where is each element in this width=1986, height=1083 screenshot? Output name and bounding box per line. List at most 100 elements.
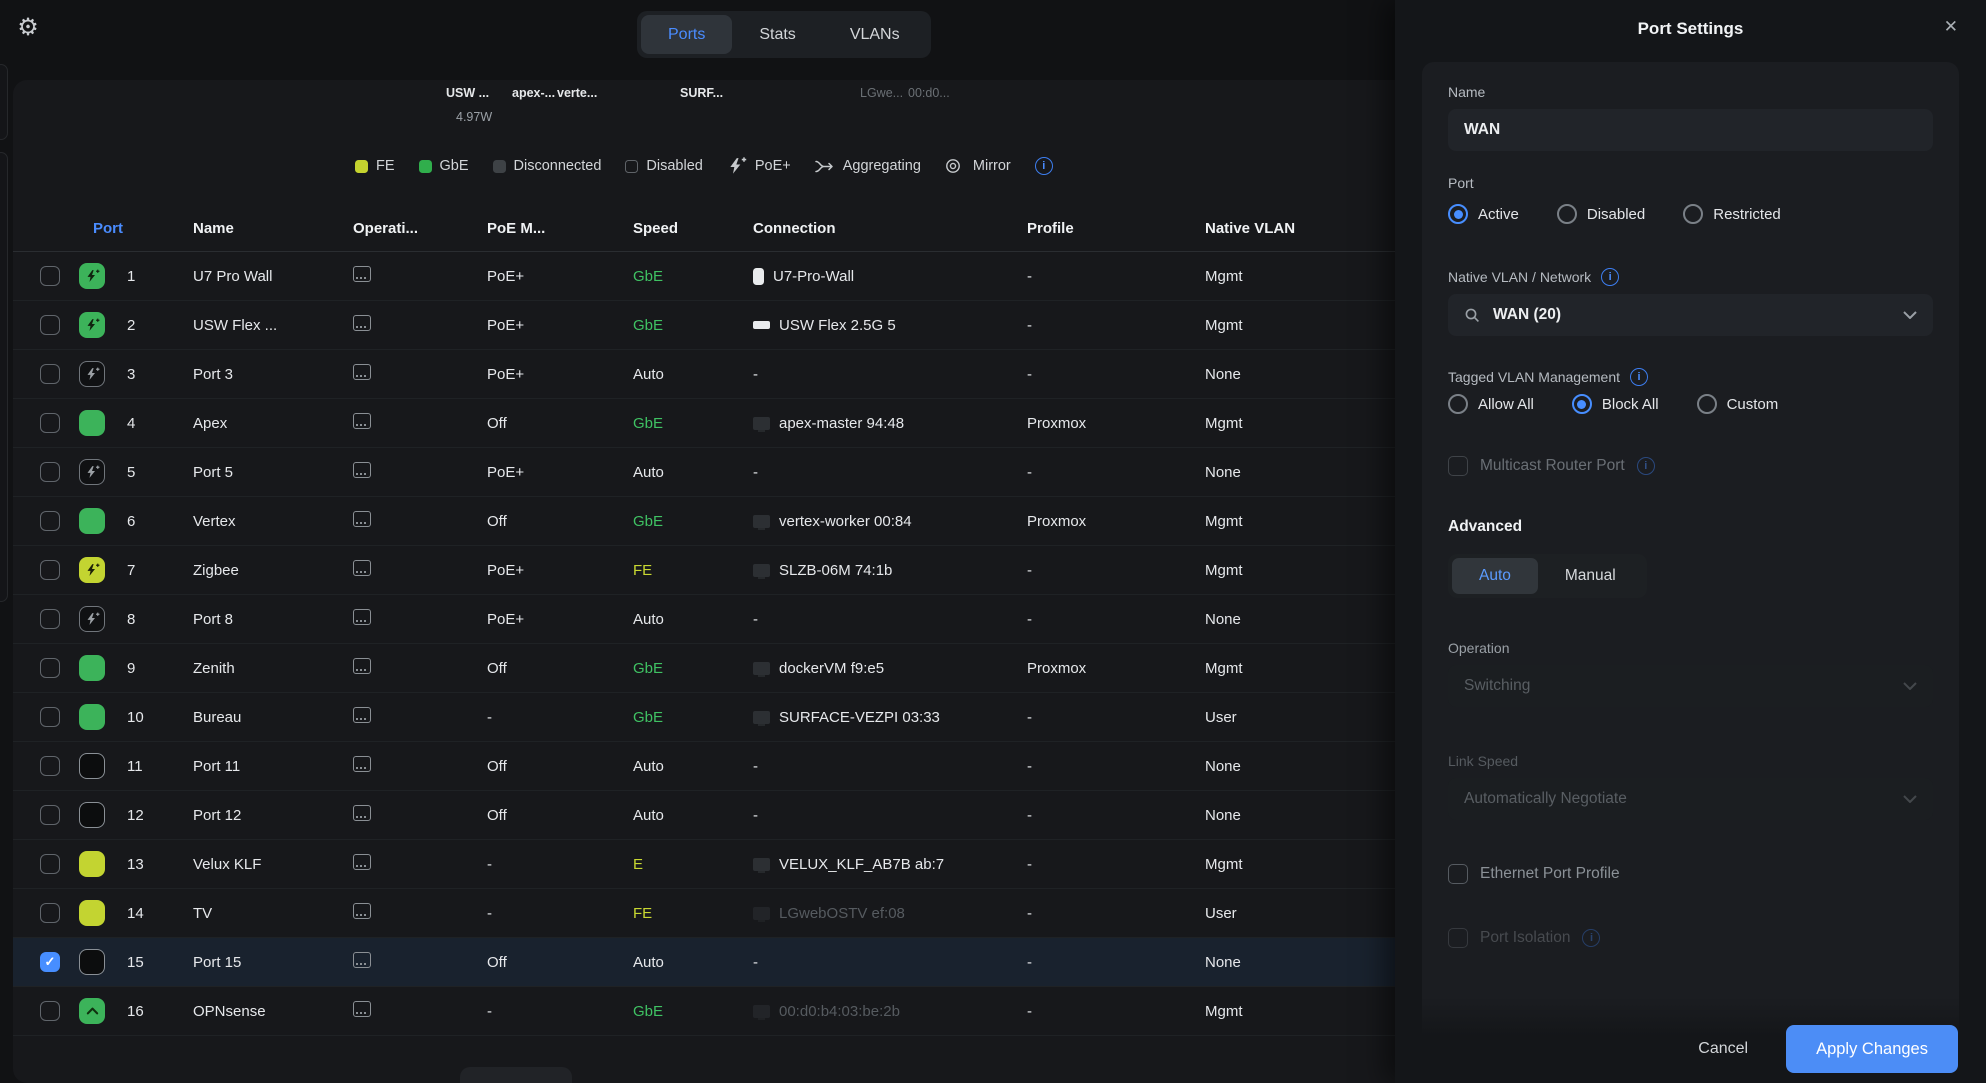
native-vlan: Mgmt bbox=[1205, 561, 1243, 579]
port-status-icon bbox=[79, 949, 105, 975]
table-row[interactable]: 12 Port 12 Off Auto - - None bbox=[13, 791, 1410, 840]
column-header-native-vlan[interactable]: Native VLAN bbox=[1205, 220, 1296, 237]
switch-device-icon bbox=[353, 364, 371, 380]
tab-vlans[interactable]: VLANs bbox=[849, 25, 900, 43]
speed: GbE bbox=[633, 659, 664, 677]
table-row[interactable]: 7 Zigbee PoE+ FE SLZB-06M 74:1b - Mgmt bbox=[13, 546, 1410, 595]
row-checkbox[interactable] bbox=[40, 315, 60, 335]
info-icon[interactable]: i bbox=[1034, 157, 1053, 175]
port-status-icon bbox=[79, 557, 105, 583]
row-checkbox[interactable] bbox=[40, 266, 60, 286]
column-header-poe-m-[interactable]: PoE M... bbox=[487, 220, 546, 237]
radio-tagged-custom[interactable]: Custom bbox=[1696, 394, 1778, 414]
column-header-operati-[interactable]: Operati... bbox=[353, 220, 419, 237]
multicast-router-checkbox[interactable] bbox=[1448, 456, 1468, 476]
port-name: Port 12 bbox=[193, 806, 242, 824]
column-header-connection[interactable]: Connection bbox=[753, 220, 836, 237]
table-row[interactable]: 2 USW Flex ... PoE+ GbE USW Flex 2.5G 5 - Mgmt bbox=[13, 301, 1410, 350]
row-checkbox[interactable] bbox=[40, 658, 60, 678]
tab-ports[interactable]: Ports bbox=[641, 15, 733, 54]
port-number: 15 bbox=[127, 953, 144, 971]
table-row[interactable]: 5 Port 5 PoE+ Auto - - None bbox=[13, 448, 1410, 497]
multicast-router-label: Multicast Router Port bbox=[1480, 457, 1625, 474]
radio-circle bbox=[1683, 204, 1704, 224]
table-row[interactable]: 11 Port 11 Off Auto - - None bbox=[13, 742, 1410, 791]
link-speed-label: Link Speed bbox=[1448, 753, 1519, 769]
apply-changes-button[interactable]: Apply Changes bbox=[1786, 1025, 1958, 1073]
table-row[interactable]: 3 Port 3 PoE+ Auto - - None bbox=[13, 350, 1410, 399]
connection-name: LGwebOSTV ef:08 bbox=[779, 904, 905, 922]
speed: FE bbox=[633, 904, 653, 922]
row-checkbox[interactable] bbox=[40, 413, 60, 433]
info-icon[interactable]: i bbox=[1582, 929, 1601, 947]
table-row[interactable]: 14 TV - FE LGwebOSTV ef:08 - User bbox=[13, 889, 1410, 938]
column-header-speed[interactable]: Speed bbox=[633, 220, 679, 237]
radio-port-disabled[interactable]: Disabled bbox=[1556, 204, 1645, 224]
table-row[interactable]: 10 Bureau - GbE SURFACE-VEZPI 03:33 - User bbox=[13, 693, 1410, 742]
port-isolation-checkbox[interactable] bbox=[1448, 928, 1468, 948]
chevron-down-icon bbox=[1903, 311, 1917, 319]
port-state-label: Port bbox=[1448, 175, 1474, 191]
legend-item-fe: FE bbox=[355, 158, 395, 174]
poe-mode: Off bbox=[487, 512, 507, 530]
native-vlan: None bbox=[1205, 365, 1241, 383]
tab-stats[interactable]: Stats bbox=[759, 25, 796, 43]
row-checkbox[interactable] bbox=[40, 903, 60, 923]
column-header-port[interactable]: Port bbox=[93, 220, 123, 237]
name-input[interactable] bbox=[1448, 109, 1933, 151]
radio-port-active[interactable]: Active bbox=[1448, 204, 1519, 224]
row-checkbox[interactable] bbox=[40, 511, 60, 531]
speed: GbE bbox=[633, 267, 664, 285]
row-checkbox[interactable] bbox=[40, 1001, 60, 1021]
row-checkbox[interactable] bbox=[40, 364, 60, 384]
row-checkbox[interactable] bbox=[40, 854, 60, 874]
radio-tagged-block-all[interactable]: Block All bbox=[1571, 394, 1659, 414]
pagination-button[interactable] bbox=[460, 1067, 572, 1083]
switch-device-icon bbox=[353, 756, 371, 772]
table-row[interactable]: 1 U7 Pro Wall PoE+ GbE U7-Pro-Wall - Mgmt bbox=[13, 252, 1410, 301]
speed: Auto bbox=[633, 463, 664, 481]
port-status-icon bbox=[79, 606, 105, 632]
row-checkbox[interactable] bbox=[40, 609, 60, 629]
switch-device-icon bbox=[353, 609, 371, 625]
row-checkbox[interactable] bbox=[40, 707, 60, 727]
table-row[interactable]: 4 Apex Off GbE apex-master 94:48 Proxmox Mgmt bbox=[13, 399, 1410, 448]
row-checkbox[interactable] bbox=[40, 462, 60, 482]
info-icon[interactable]: i bbox=[1636, 457, 1655, 475]
info-icon[interactable]: i bbox=[1601, 268, 1620, 286]
table-row[interactable]: 13 Velux KLF - E VELUX_KLF_AB7B ab:7 - Mgmt bbox=[13, 840, 1410, 889]
fe-swatch bbox=[355, 159, 368, 173]
column-header-name[interactable]: Name bbox=[193, 220, 234, 237]
connection-cell: apex-master 94:48 bbox=[739, 415, 1013, 432]
radio-port-restricted[interactable]: Restricted bbox=[1683, 204, 1781, 224]
poe-mode: - bbox=[487, 904, 492, 922]
settings-gear-icon[interactable]: ⚙ bbox=[17, 14, 39, 41]
segment-auto[interactable]: Auto bbox=[1452, 558, 1538, 594]
ethernet-profile-checkbox[interactable] bbox=[1448, 864, 1468, 884]
table-row[interactable]: 6 Vertex Off GbE vertex-worker 00:84 Proxmox M… bbox=[13, 497, 1410, 546]
profile: - bbox=[1027, 953, 1032, 971]
switch-device-icon bbox=[353, 1001, 371, 1017]
row-checkbox[interactable]: ✓ bbox=[40, 952, 60, 972]
info-icon[interactable]: i bbox=[1630, 368, 1648, 386]
table-row[interactable]: 9 Zenith Off GbE dockerVM f9:e5 Proxmox Mgmt bbox=[13, 644, 1410, 693]
row-checkbox[interactable] bbox=[40, 756, 60, 776]
close-icon[interactable]: ✕ bbox=[1943, 17, 1958, 36]
cancel-button[interactable]: Cancel bbox=[1698, 1040, 1749, 1057]
radio-tagged-allow-all[interactable]: Allow All bbox=[1448, 394, 1534, 414]
table-row[interactable]: ✓ 15 Port 15 Off Auto - - None bbox=[13, 938, 1410, 987]
segment-manual[interactable]: Manual bbox=[1564, 567, 1616, 584]
row-checkbox[interactable] bbox=[40, 805, 60, 825]
poe-mode: PoE+ bbox=[487, 316, 525, 334]
background-card-edge bbox=[0, 152, 8, 602]
native-vlan: User bbox=[1205, 904, 1237, 922]
switch-device-icon bbox=[353, 805, 371, 821]
native-vlan-select[interactable]: WAN (20) bbox=[1448, 294, 1933, 336]
column-header-profile[interactable]: Profile bbox=[1027, 220, 1074, 237]
row-checkbox[interactable] bbox=[40, 560, 60, 580]
table-row[interactable]: 16 OPNsense - GbE 00:d0:b4:03:be:2b - Mgmt bbox=[13, 987, 1410, 1036]
native-vlan: User bbox=[1205, 708, 1237, 726]
table-row[interactable]: 8 Port 8 PoE+ Auto - - None bbox=[13, 595, 1410, 644]
poe-mode: - bbox=[487, 708, 492, 726]
